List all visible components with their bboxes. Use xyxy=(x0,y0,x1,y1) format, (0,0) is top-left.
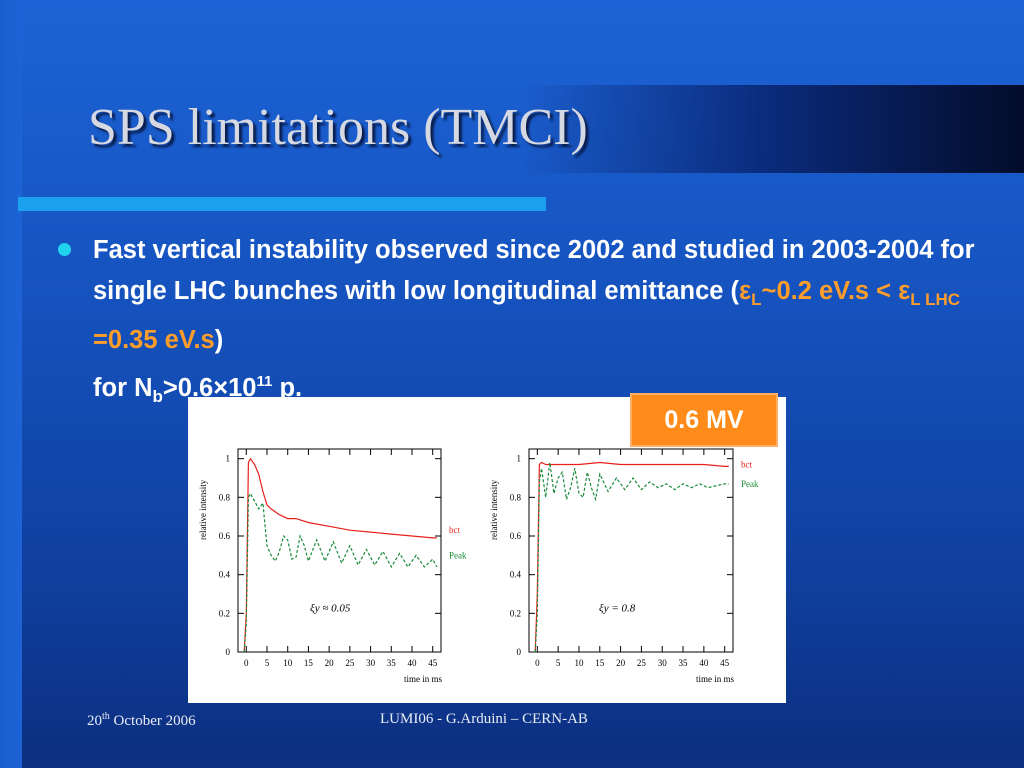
y-tick-label-0-1: 0.2 xyxy=(219,608,230,618)
x-tick-label-0-8: 40 xyxy=(408,658,418,668)
line4-pre: for N xyxy=(93,374,153,402)
y-tick-label-1-4: 0.8 xyxy=(510,492,522,502)
x-axis-label-1: time in ms xyxy=(696,674,734,684)
x-tick-label-0-3: 15 xyxy=(304,658,314,668)
legend-peak-0: Peak xyxy=(449,550,467,560)
xi-annotation-0: ξy ≈ 0.05 xyxy=(310,602,351,614)
y-tick-label-1-2: 0.4 xyxy=(510,570,522,580)
x-tick-label-0-1: 5 xyxy=(265,658,270,668)
x-tick-label-1-4: 20 xyxy=(616,658,626,668)
x-tick-label-0-4: 20 xyxy=(325,658,335,668)
epsilon-1-sub: L xyxy=(751,290,762,309)
x-tick-label-0-9: 45 xyxy=(428,658,438,668)
x-tick-label-1-1: 5 xyxy=(556,658,561,668)
slide-title: SPS limitations (TMCI) xyxy=(88,99,588,156)
y-axis-label-1: relative intensity xyxy=(489,479,499,540)
x-tick-label-0-7: 35 xyxy=(387,658,397,668)
y-tick-label-1-3: 0.6 xyxy=(510,531,522,541)
tilde: ~ xyxy=(761,277,777,305)
less-than: < xyxy=(869,277,899,305)
epsilon-1: ε xyxy=(739,277,752,305)
left-decor-strip xyxy=(0,0,22,768)
exponent: 11 xyxy=(256,373,273,390)
y-tick-label-0-3: 0.6 xyxy=(219,531,231,541)
x-tick-label-1-9: 45 xyxy=(720,658,730,668)
mv-label: 0.6 MV xyxy=(630,393,778,447)
series-bct-line-1 xyxy=(534,461,729,653)
series-peak-line-1 xyxy=(534,462,729,653)
value-1: 0.2 eV.s xyxy=(776,277,870,305)
series-bct-line-0 xyxy=(243,457,437,653)
y-tick-label-1-5: 1 xyxy=(517,454,522,464)
bullet-dot xyxy=(58,243,71,256)
y-tick-label-1-0: 0 xyxy=(517,647,522,657)
plot-frame-0 xyxy=(237,448,442,653)
x-tick-label-1-2: 10 xyxy=(574,658,584,668)
equals: = xyxy=(93,326,108,354)
nb-sub: b xyxy=(152,387,163,406)
bullet-part1: Fast vertical instability observed since… xyxy=(93,236,975,305)
line4-post: p. xyxy=(272,374,303,402)
footer-date-sup: th xyxy=(102,711,110,722)
footer-date: 20th October 2006 xyxy=(87,711,196,730)
xi-annotation-1: ξy = 0.8 xyxy=(599,602,636,614)
x-tick-label-0-5: 25 xyxy=(345,658,355,668)
title-band xyxy=(520,85,1024,173)
y-tick-label-0-4: 0.8 xyxy=(219,492,231,502)
x-tick-label-1-5: 25 xyxy=(637,658,647,668)
plot-frame-1 xyxy=(528,448,734,653)
series-peak-line-0 xyxy=(243,492,438,653)
x-tick-label-1-6: 30 xyxy=(658,658,668,668)
epsilon-2: ε xyxy=(898,277,911,305)
x-tick-label-0-2: 10 xyxy=(283,658,293,668)
x-tick-label-1-7: 35 xyxy=(679,658,689,668)
y-axis-label-0: relative intensity xyxy=(198,479,208,540)
title-rule xyxy=(18,197,546,211)
bullet-text: Fast vertical instability observed since… xyxy=(93,230,993,417)
y-tick-label-0-5: 1 xyxy=(226,454,231,464)
value-2: 0.35 eV.s xyxy=(107,326,215,354)
plots-svg: 00.20.40.60.810 5 10 15 20 25 30 35 40 45relative… xyxy=(198,448,759,684)
close-paren: ) xyxy=(214,326,224,354)
y-tick-label-0-2: 0.4 xyxy=(219,570,231,580)
x-tick-label-1-8: 40 xyxy=(699,658,709,668)
y-tick-label-0-0: 0 xyxy=(226,647,231,657)
legend-peak-1: Peak xyxy=(741,479,759,489)
legend-bct-0: bct xyxy=(449,525,460,535)
legend-bct-1: bct xyxy=(741,459,752,469)
footer-date-rest: October 2006 xyxy=(109,713,196,729)
epsilon-2-sub: L LHC xyxy=(910,290,961,309)
footer-date-day: 20 xyxy=(87,713,102,729)
x-tick-label-1-3: 15 xyxy=(595,658,605,668)
plots-figure: 0 0.2 0.4 0.6 0.8 1 0 5 10 15 20 25 30 35 40 45 relative… xyxy=(188,397,786,703)
x-tick-label-1-0: 0 xyxy=(535,658,540,668)
x-tick-label-0-0: 0 xyxy=(244,658,249,668)
x-axis-label-0: time in ms xyxy=(404,674,442,684)
footer-center: LUMI06 - G.Arduini – CERN-AB xyxy=(380,711,588,727)
y-tick-label-1-1: 0.2 xyxy=(510,608,521,618)
x-tick-label-0-6: 30 xyxy=(366,658,376,668)
